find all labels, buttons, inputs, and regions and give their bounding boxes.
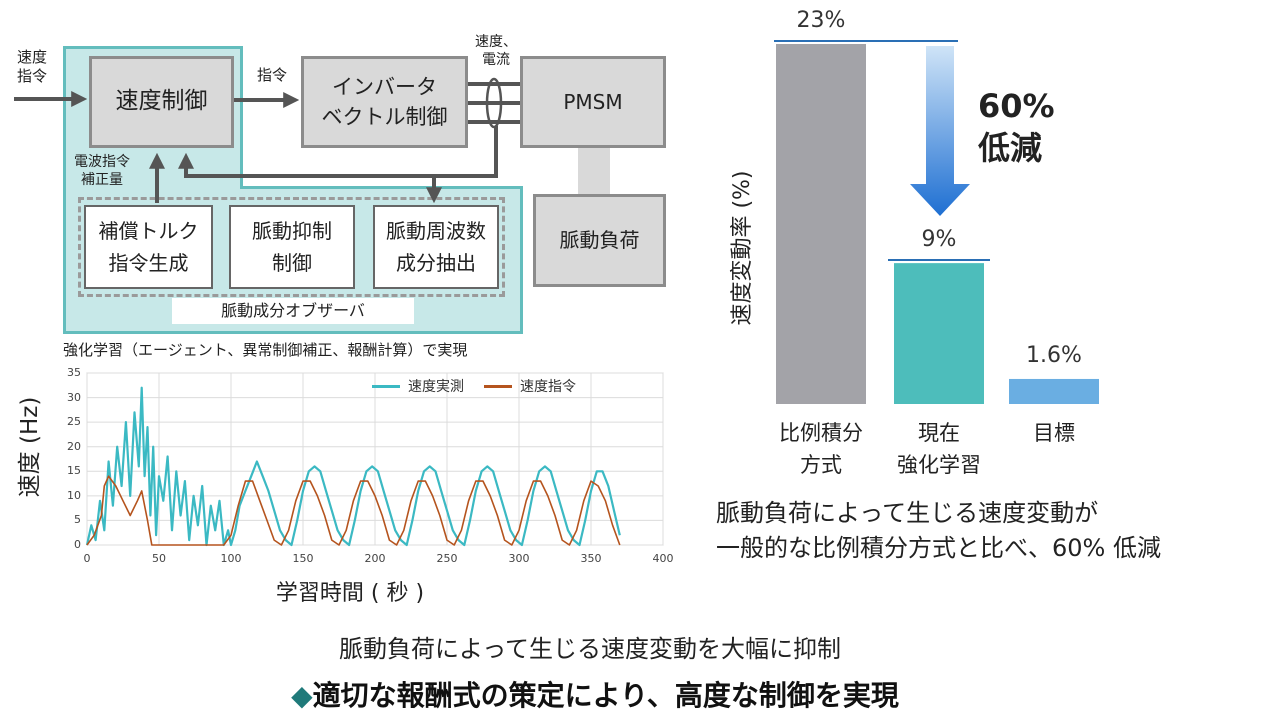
down-arrow-icon	[910, 46, 970, 216]
bottom-line-2: ◆適切な報酬式の策定により、高度な制御を実現	[0, 674, 1190, 714]
region-border-top	[240, 186, 523, 189]
shaft	[578, 148, 610, 194]
legend-command-label: 速度指令	[520, 379, 576, 395]
x-tick-label: 350	[580, 552, 602, 565]
bar-value-label: 23%	[796, 8, 846, 33]
series-measured-line	[85, 386, 621, 547]
x-tick-label: 250	[436, 552, 458, 565]
suppress-block: 脈動抑制 制御	[229, 205, 355, 289]
legend-measured-label: 速度実測	[408, 379, 464, 395]
y-tick-label: 20	[67, 439, 81, 453]
input-label: 速度 指令	[16, 48, 47, 85]
x-tick-label: 300	[508, 552, 530, 565]
observer-label: 脈動成分オブザーバ	[221, 301, 365, 320]
rl-caption: 強化学習（エージェント、異常制御補正、報酬計算）で実現	[63, 341, 468, 359]
legend-measured-swatch	[372, 384, 400, 388]
x-tick-label: 50	[152, 552, 166, 565]
region-border-vertical	[240, 46, 243, 189]
observer-dashed-box	[78, 197, 505, 297]
series-command-line	[86, 475, 621, 546]
region-border-top-left	[63, 46, 243, 49]
bar	[894, 263, 984, 404]
command-label: 指令	[256, 66, 287, 84]
bottom-line-1: 脈動負荷によって生じる速度変動を大幅に抑制	[338, 635, 842, 663]
bar-category-label: 比例積分 方式	[779, 421, 863, 477]
x-tick-label: 0	[83, 552, 91, 565]
inverter-block: インバータ ベクトル制御	[301, 56, 468, 148]
pmsm-block: PMSM	[520, 56, 666, 148]
speed-control-block: 速度制御	[89, 56, 234, 148]
diamond-bullet-icon: ◆	[291, 679, 313, 712]
bottom-line-2-text: 適切な報酬式の策定により、高度な制御を実現	[312, 679, 899, 712]
bar-chart-plot	[774, 40, 1099, 404]
line-chart-plot	[85, 372, 664, 547]
diagram-wires	[14, 77, 520, 204]
bar	[776, 44, 866, 404]
extract-block: 脈動周波数 成分抽出	[373, 205, 499, 289]
line-x-axis-label: 学習時間 ( 秒 )	[275, 581, 425, 606]
line-legend: 速度実測 速度指令	[372, 376, 576, 396]
bar-y-axis-label: 速度変動率 (%)	[730, 170, 755, 326]
bar	[1009, 378, 1099, 404]
load-block: 脈動負荷	[533, 194, 666, 287]
x-tick-label: 100	[220, 552, 242, 565]
x-tick-label: 400	[652, 552, 674, 565]
bar-value-label: 9%	[921, 227, 957, 253]
correction-label: 電波指令 補正量	[74, 154, 130, 188]
observer-label-bg	[172, 298, 414, 324]
y-tick-label: 10	[67, 488, 81, 502]
x-tick-label: 150	[292, 552, 314, 565]
bar-value-label: 1.6%	[1026, 342, 1082, 368]
torque-block: 補償トルク 指令生成	[84, 205, 213, 289]
y-tick-label: 30	[67, 390, 81, 404]
bar-category-label: 目標	[1033, 421, 1075, 445]
y-tick-label: 5	[74, 513, 81, 527]
x-tick-label: 200	[364, 552, 386, 565]
y-tick-label: 25	[67, 415, 81, 429]
legend-command-swatch	[484, 384, 512, 388]
y-tick-label: 0	[74, 538, 81, 551]
y-tick-label: 15	[67, 464, 81, 478]
y-tick-label: 35	[67, 366, 81, 379]
reduction-text: 60% 低減	[978, 87, 1055, 167]
bar-category-label: 現在 強化学習	[897, 421, 981, 477]
sense-label: 速度、 電流	[475, 34, 517, 68]
result-summary: 脈動負荷によって生じる速度変動が 一般的な比例積分方式と比べ、60% 低減	[716, 499, 1161, 562]
